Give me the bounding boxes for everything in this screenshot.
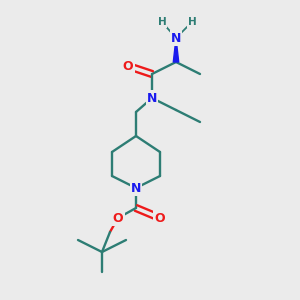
Text: N: N bbox=[147, 92, 157, 104]
Polygon shape bbox=[173, 38, 179, 62]
Text: H: H bbox=[188, 17, 196, 27]
Text: N: N bbox=[131, 182, 141, 194]
Text: N: N bbox=[171, 32, 181, 44]
Text: O: O bbox=[155, 212, 165, 224]
Text: O: O bbox=[113, 212, 123, 224]
Text: H: H bbox=[158, 17, 166, 27]
Text: O: O bbox=[123, 59, 133, 73]
